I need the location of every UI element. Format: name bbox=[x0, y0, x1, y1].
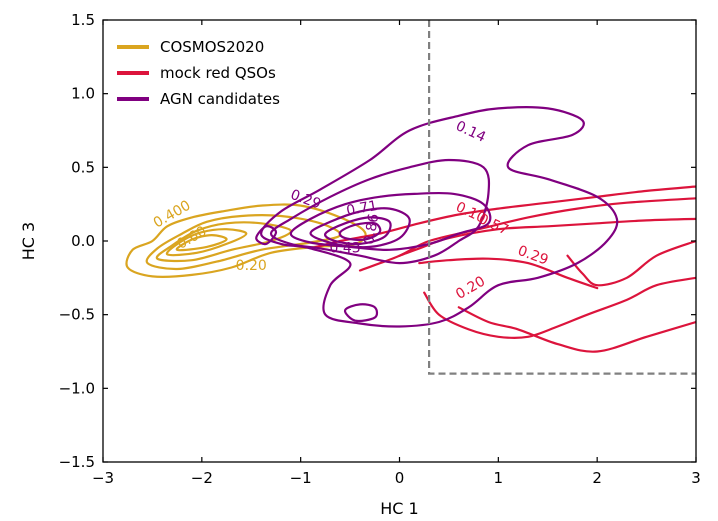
contour-mock-red-qsos-7 bbox=[566, 239, 696, 287]
contour-label-mock-red-qsos-4: 0.57 bbox=[476, 211, 511, 239]
selection-box bbox=[428, 20, 696, 375]
contour-agn-candidates-4 bbox=[309, 207, 411, 249]
x-tick-label: 0 bbox=[395, 469, 405, 487]
x-tick-label: −1 bbox=[290, 469, 312, 487]
legend-label: AGN candidates bbox=[160, 90, 280, 108]
y-tick-label: 0.5 bbox=[71, 158, 95, 176]
legend-label: COSMOS2020 bbox=[160, 38, 264, 56]
x-tick-label: 3 bbox=[691, 469, 701, 487]
contour-agn-candidates-6 bbox=[338, 221, 382, 241]
legend: COSMOS2020 mock red QSOs AGN candidates bbox=[117, 38, 280, 108]
contour-mock-red-qsos-3 bbox=[398, 217, 696, 257]
contour-cosmos2020-4 bbox=[165, 228, 248, 257]
ticks-layer: −3 −2 −1 0 1 2 3 −1.5 −1.0 −0.5 0.0 0.5 1.0 1.5 bbox=[59, 11, 701, 487]
contour-label-agn-candidates-3: 0.71 bbox=[345, 198, 378, 219]
contour-agn-candidates-5 bbox=[324, 216, 392, 246]
contour-agn-candidates-1 bbox=[260, 106, 619, 328]
contour-mock-red-qsos-6 bbox=[457, 306, 696, 353]
contour-mock-red-qsos-4 bbox=[418, 257, 599, 290]
series-mock-red-qsos bbox=[309, 185, 696, 353]
legend-item-cosmos2020: COSMOS2020 bbox=[117, 38, 264, 56]
x-tick-label: 1 bbox=[494, 469, 504, 487]
y-tick-label: −1.5 bbox=[59, 453, 95, 471]
contour-label-agn-candidates-5: 0.86 bbox=[361, 212, 382, 246]
contour-label-mock-red-qsos-2: 0.20 bbox=[453, 273, 488, 302]
y-tick-label: 0.0 bbox=[71, 232, 95, 250]
x-tick-label: −2 bbox=[191, 469, 213, 487]
contour-label-cosmos2020-2: 0.20 bbox=[236, 258, 267, 274]
contour-label-agn-candidates-1: 0.14 bbox=[453, 118, 488, 146]
selection-box-layer bbox=[428, 20, 696, 375]
legend-item-mock-red-qsos: mock red QSOs bbox=[117, 64, 276, 82]
y-tick-label: 1.5 bbox=[71, 11, 95, 29]
contour-agn-candidates-2 bbox=[269, 158, 491, 265]
contour-cosmos2020-5 bbox=[175, 234, 228, 252]
legend-item-agn-candidates: AGN candidates bbox=[117, 90, 280, 108]
contour-agn-candidates-7 bbox=[343, 303, 379, 323]
contour-label-cosmos2020-1: 0.400 bbox=[151, 198, 194, 232]
contour-cosmos2020-2 bbox=[145, 214, 342, 271]
legend-label: mock red QSOs bbox=[160, 64, 276, 82]
contour-label-agn-candidates-4: 0.43 bbox=[330, 240, 361, 256]
y-tick-label: 1.0 bbox=[71, 85, 95, 103]
series-agn-candidates bbox=[255, 106, 619, 328]
contours-layer bbox=[125, 106, 696, 353]
x-tick-label: 2 bbox=[592, 469, 602, 487]
x-axis-label: HC 1 bbox=[380, 499, 418, 518]
y-tick-label: −1.0 bbox=[59, 379, 95, 397]
contour-agn-candidates-8 bbox=[255, 225, 278, 246]
y-tick-label: −0.5 bbox=[59, 306, 95, 324]
x-tick-label: −3 bbox=[92, 469, 114, 487]
contour-mock-red-qsos-5 bbox=[423, 276, 696, 339]
contour-mock-red-qsos-1 bbox=[309, 185, 696, 250]
y-axis-label: HC 3 bbox=[19, 222, 38, 260]
